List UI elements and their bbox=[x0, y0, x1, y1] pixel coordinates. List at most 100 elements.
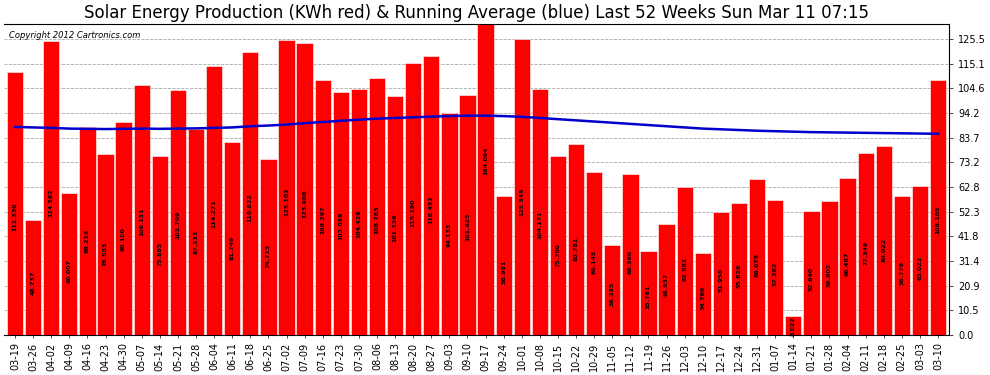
Bar bbox=[840, 178, 855, 335]
Bar bbox=[568, 144, 584, 335]
Bar bbox=[296, 43, 313, 335]
Bar bbox=[623, 174, 639, 335]
Bar bbox=[803, 211, 820, 335]
Bar bbox=[695, 253, 711, 335]
Bar bbox=[25, 220, 42, 335]
Text: 104.171: 104.171 bbox=[538, 210, 543, 238]
Text: 125.545: 125.545 bbox=[520, 188, 525, 216]
Bar bbox=[713, 212, 729, 335]
Bar bbox=[369, 78, 385, 335]
Bar bbox=[930, 80, 946, 335]
Bar bbox=[857, 153, 874, 335]
Bar bbox=[387, 96, 403, 335]
Bar bbox=[151, 156, 168, 335]
Bar bbox=[658, 224, 675, 335]
Text: 90.100: 90.100 bbox=[121, 227, 126, 251]
Text: 55.826: 55.826 bbox=[737, 264, 742, 288]
Text: 119.822: 119.822 bbox=[248, 194, 252, 222]
Text: 75.700: 75.700 bbox=[555, 243, 560, 267]
Bar bbox=[767, 200, 783, 335]
Bar bbox=[134, 85, 149, 335]
Title: Solar Energy Production (KWh red) & Running Average (blue) Last 52 Weeks Sun Mar: Solar Energy Production (KWh red) & Runn… bbox=[84, 4, 869, 22]
Text: 46.937: 46.937 bbox=[664, 273, 669, 297]
Text: 125.102: 125.102 bbox=[284, 188, 289, 216]
Text: 87.233: 87.233 bbox=[193, 230, 199, 254]
Bar bbox=[586, 172, 602, 335]
Text: 57.282: 57.282 bbox=[772, 262, 778, 286]
Text: 114.271: 114.271 bbox=[212, 200, 217, 228]
Bar bbox=[549, 156, 566, 335]
Text: 58.981: 58.981 bbox=[501, 260, 506, 284]
Bar bbox=[785, 316, 802, 335]
Text: 68.360: 68.360 bbox=[628, 250, 633, 274]
Text: 56.802: 56.802 bbox=[827, 262, 832, 286]
Text: 60.007: 60.007 bbox=[66, 259, 72, 283]
Text: 76.583: 76.583 bbox=[103, 242, 108, 266]
Bar bbox=[350, 89, 367, 335]
Bar bbox=[442, 113, 457, 335]
Text: 66.078: 66.078 bbox=[754, 253, 759, 277]
Bar bbox=[405, 63, 422, 335]
Text: 106.151: 106.151 bbox=[140, 208, 145, 237]
Bar bbox=[749, 179, 765, 335]
Text: 34.796: 34.796 bbox=[700, 286, 705, 310]
Bar bbox=[532, 89, 548, 335]
Text: 108.297: 108.297 bbox=[320, 206, 325, 234]
Bar bbox=[731, 203, 747, 335]
Bar bbox=[206, 66, 223, 335]
Text: 94.133: 94.133 bbox=[446, 223, 451, 247]
Text: 123.906: 123.906 bbox=[302, 189, 307, 217]
Bar bbox=[61, 194, 77, 335]
Text: 8.022: 8.022 bbox=[791, 316, 796, 336]
Bar bbox=[894, 196, 910, 335]
Bar bbox=[875, 146, 892, 335]
Text: 103.059: 103.059 bbox=[339, 211, 344, 240]
Bar bbox=[116, 123, 132, 335]
Text: 104.429: 104.429 bbox=[356, 210, 361, 238]
Bar bbox=[169, 90, 186, 335]
Text: 69.145: 69.145 bbox=[592, 249, 597, 274]
Text: 80.022: 80.022 bbox=[881, 238, 886, 262]
Bar bbox=[315, 80, 331, 335]
Bar bbox=[7, 72, 23, 335]
Text: 101.336: 101.336 bbox=[393, 213, 398, 242]
Bar bbox=[676, 188, 693, 335]
Text: 66.487: 66.487 bbox=[845, 252, 850, 276]
Text: Copyright 2012 Cartronics.com: Copyright 2012 Cartronics.com bbox=[9, 32, 141, 40]
Text: 38.285: 38.285 bbox=[610, 282, 615, 306]
Bar bbox=[260, 159, 276, 335]
Text: 108.105: 108.105 bbox=[936, 206, 940, 234]
Bar bbox=[79, 127, 96, 335]
Text: 80.781: 80.781 bbox=[573, 237, 578, 261]
Bar bbox=[278, 40, 295, 335]
Bar bbox=[44, 41, 59, 335]
Bar bbox=[423, 56, 440, 335]
Bar bbox=[333, 92, 348, 335]
Text: 81.749: 81.749 bbox=[230, 236, 235, 260]
Text: 118.452: 118.452 bbox=[429, 195, 434, 223]
Text: 75.885: 75.885 bbox=[157, 242, 162, 267]
Text: 63.022: 63.022 bbox=[918, 256, 923, 280]
Text: 48.737: 48.737 bbox=[31, 271, 36, 295]
Text: 77.349: 77.349 bbox=[863, 241, 868, 265]
Text: 58.776: 58.776 bbox=[899, 260, 905, 285]
Bar bbox=[514, 39, 530, 335]
Text: 115.180: 115.180 bbox=[411, 198, 416, 227]
Bar bbox=[243, 53, 258, 335]
Text: 35.761: 35.761 bbox=[646, 285, 651, 309]
Text: 51.958: 51.958 bbox=[719, 268, 724, 292]
Bar bbox=[641, 251, 656, 335]
Text: 62.581: 62.581 bbox=[682, 256, 687, 280]
Text: 124.582: 124.582 bbox=[49, 188, 53, 217]
Bar bbox=[459, 94, 475, 335]
Bar bbox=[604, 244, 621, 335]
Bar bbox=[97, 154, 114, 335]
Text: 108.783: 108.783 bbox=[374, 205, 379, 234]
Bar bbox=[188, 129, 204, 335]
Bar bbox=[496, 196, 512, 335]
Text: 74.715: 74.715 bbox=[266, 243, 271, 268]
Bar bbox=[822, 201, 838, 335]
Text: 103.709: 103.709 bbox=[175, 211, 180, 239]
Text: 88.216: 88.216 bbox=[85, 229, 90, 254]
Bar bbox=[224, 142, 241, 335]
